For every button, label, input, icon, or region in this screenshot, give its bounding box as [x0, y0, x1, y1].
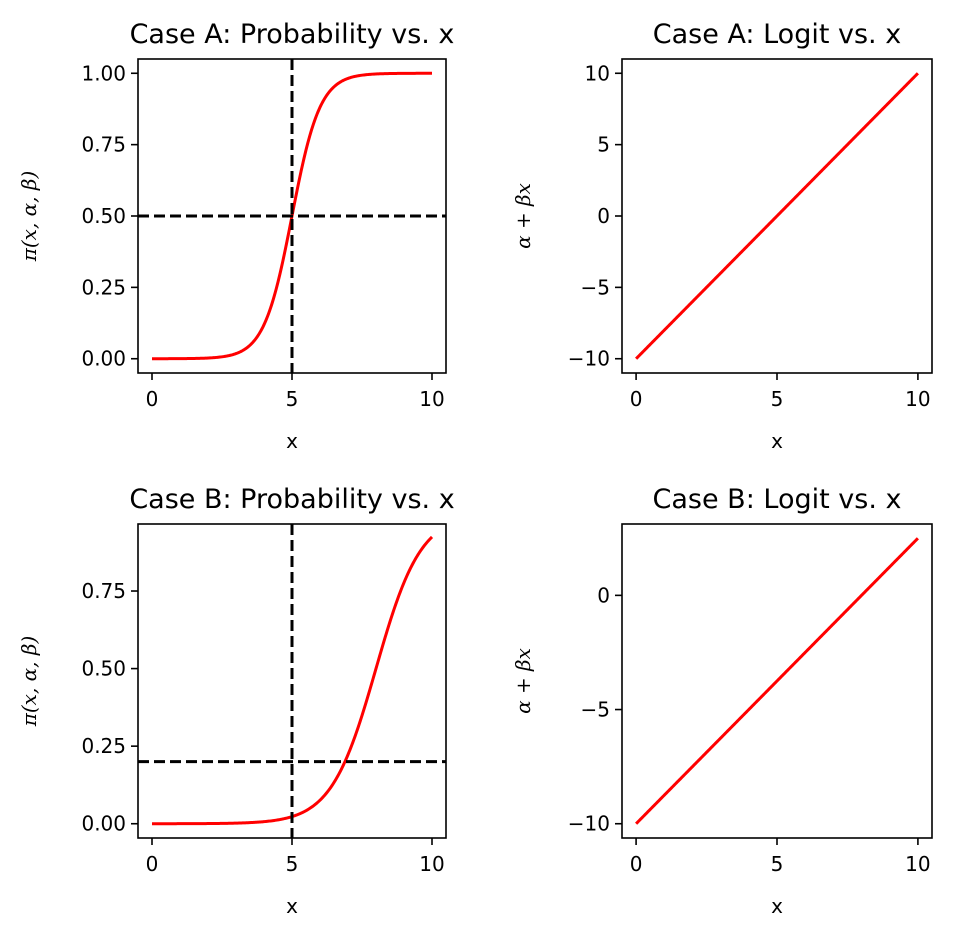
y-tick-label: −5 — [581, 698, 610, 722]
y-axis-label: α + βx — [511, 648, 535, 714]
x-tick-label: 10 — [419, 852, 444, 876]
subplot-1: Case A: Probability vs. x 0 5 10 0.00 0.25 0.5… — [17, 19, 454, 453]
subplot-2: Case A: Logit vs. x 0 5 10 −10 −5 0 5 10 x α + βx — [511, 19, 933, 453]
subplot-3: Case B: Probability vs. x 0 5 10 0.00 0.25 0.5… — [17, 484, 455, 918]
x-tick-label: 10 — [905, 852, 930, 876]
y-tick-label: 0.50 — [81, 204, 126, 228]
y-tick-label: 10 — [585, 61, 610, 85]
y-tick-label: 1.00 — [81, 61, 126, 85]
y-axis-label: π(x, α, β) — [17, 636, 41, 728]
y-axis-label: α + βx — [511, 183, 535, 249]
x-axis-label: x — [286, 894, 298, 918]
x-axis-label: x — [771, 429, 783, 453]
y-tick-label: 0.75 — [81, 133, 126, 157]
x-tick-label: 0 — [146, 387, 159, 411]
y-tick-label: −5 — [581, 275, 610, 299]
x-tick-label: 5 — [771, 852, 784, 876]
y-tick-label: 0.50 — [81, 657, 126, 681]
chart-title: Case A: Probability vs. x — [130, 19, 455, 50]
y-tick-label: 0.00 — [81, 347, 126, 371]
y-tick-label: 0 — [597, 583, 610, 607]
y-tick-label: 0 — [597, 204, 610, 228]
y-tick-label: 0.75 — [81, 579, 126, 603]
series-line — [635, 72, 919, 360]
x-tick-label: 0 — [630, 852, 643, 876]
x-tick-label: 0 — [146, 852, 159, 876]
x-tick-label: 5 — [286, 387, 299, 411]
x-tick-label: 5 — [286, 852, 299, 876]
series-line — [635, 537, 919, 825]
y-tick-label: 0.25 — [81, 275, 126, 299]
y-tick-label: 5 — [597, 133, 610, 157]
y-tick-label: −10 — [568, 347, 610, 371]
subplot-4: Case B: Logit vs. x 0 5 10 −10 −5 0 x α + βx — [511, 484, 933, 918]
x-axis-label: x — [286, 429, 298, 453]
chart-title: Case A: Logit vs. x — [653, 19, 901, 50]
y-axis-label: π(x, α, β) — [17, 171, 41, 263]
x-tick-label: 10 — [905, 387, 930, 411]
x-tick-label: 10 — [419, 387, 444, 411]
y-tick-label: 0.00 — [81, 812, 126, 836]
y-tick-label: 0.25 — [81, 734, 126, 758]
x-tick-label: 5 — [771, 387, 784, 411]
x-tick-label: 0 — [630, 387, 643, 411]
x-axis-label: x — [771, 894, 783, 918]
y-tick-label: −10 — [568, 812, 610, 836]
chart-title: Case B: Logit vs. x — [653, 484, 902, 515]
chart-title: Case B: Probability vs. x — [129, 484, 454, 515]
